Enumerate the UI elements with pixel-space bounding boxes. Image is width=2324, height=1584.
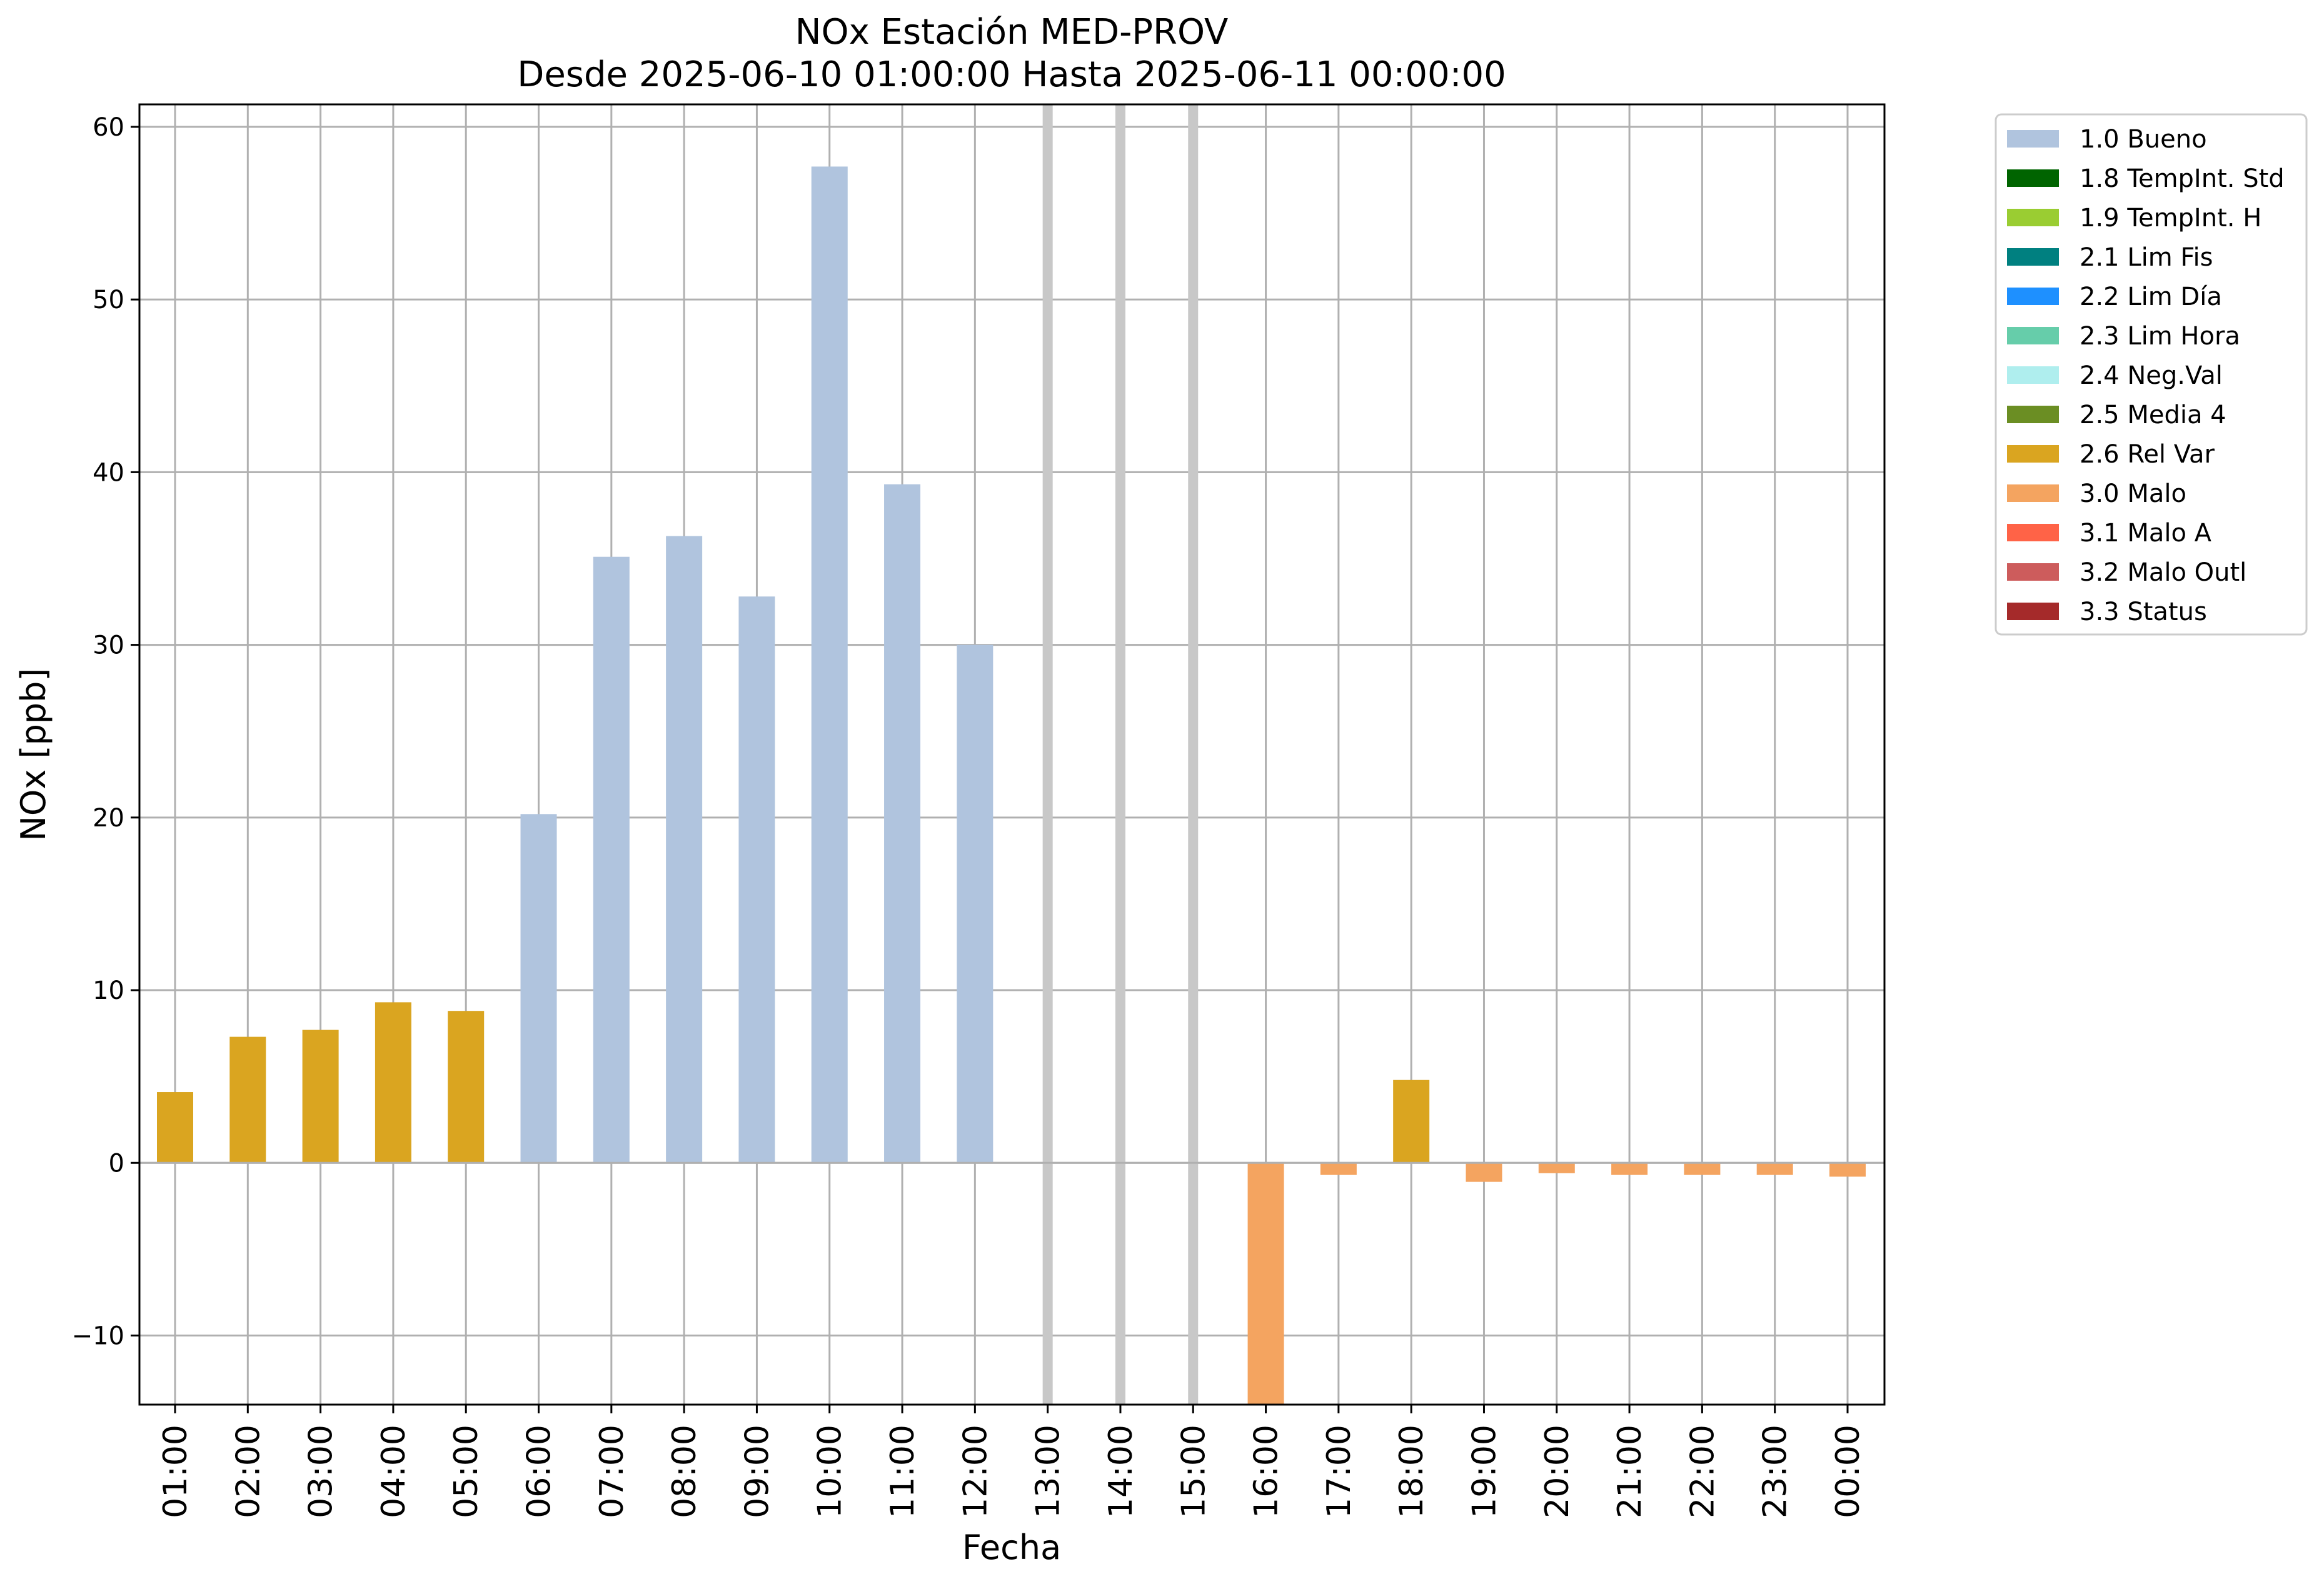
legend-swatch — [2007, 524, 2059, 541]
x-tick-label: 23:00 — [1757, 1425, 1794, 1518]
y-tick-label: 10 — [93, 976, 124, 1005]
legend-items: 1.0 Bueno 1.8 TempInt. Std 1.9 TempInt. H 2… — [2007, 125, 2285, 626]
bar-11:00 — [884, 484, 921, 1163]
x-tick-label: 08:00 — [666, 1425, 703, 1518]
legend-label: 2.6 Rel Var — [2080, 440, 2215, 469]
x-tick-label: 20:00 — [1539, 1425, 1576, 1518]
bar-18:00 — [1393, 1080, 1430, 1163]
bar-08:00 — [666, 536, 703, 1163]
y-tick-label: 50 — [93, 286, 124, 314]
x-tick-label: 16:00 — [1248, 1425, 1285, 1518]
x-tick-label: 04:00 — [375, 1425, 413, 1518]
legend: 1.0 Bueno 1.8 TempInt. Std 1.9 TempInt. H 2… — [1995, 113, 2308, 636]
legend-label: 1.8 TempInt. Std — [2080, 164, 2285, 193]
x-tick-label: 00:00 — [1829, 1425, 1867, 1518]
y-tick-label: −10 — [72, 1322, 124, 1351]
bars — [157, 166, 1866, 1405]
legend-label: 1.9 TempInt. H — [2080, 204, 2261, 233]
x-tick-label: 09:00 — [738, 1425, 776, 1518]
x-tick-label: 14:00 — [1102, 1425, 1140, 1518]
legend-label: 2.2 Lim Día — [2080, 283, 2222, 311]
bar-10:00 — [811, 166, 848, 1163]
legend-label: 3.2 Malo Outl — [2080, 558, 2246, 587]
legend-swatch — [2007, 327, 2059, 344]
x-tick-label: 10:00 — [812, 1425, 849, 1518]
legend-label: 2.1 Lim Fis — [2080, 243, 2213, 272]
y-tick-label: 20 — [93, 804, 124, 833]
y-tick-label: 0 — [109, 1149, 124, 1178]
legend-label: 2.5 Media 4 — [2080, 401, 2226, 429]
bar-09:00 — [738, 596, 775, 1163]
x-tick-label: 01:00 — [157, 1425, 194, 1518]
bar-03:00 — [302, 1030, 339, 1163]
legend-swatch — [2007, 248, 2059, 266]
bar-17:00 — [1320, 1163, 1357, 1175]
x-tick-label: 12:00 — [957, 1425, 994, 1518]
bar-20:00 — [1538, 1163, 1575, 1173]
y-axis-ticks: −10 0 10 20 30 40 50 60 — [72, 113, 139, 1351]
x-tick-label: 19:00 — [1466, 1425, 1503, 1518]
legend-swatch — [2007, 406, 2059, 423]
legend-swatch — [2007, 603, 2059, 620]
bar-06:00 — [520, 814, 557, 1163]
y-tick-label: 60 — [93, 113, 124, 142]
legend-label: 3.1 Malo A — [2080, 519, 2212, 548]
x-tick-label: 07:00 — [593, 1425, 631, 1518]
chart-title-line2: Desde 2025-06-10 01:00:00 Hasta 2025-06-… — [517, 54, 1506, 95]
legend-swatch — [2007, 169, 2059, 187]
x-tick-label: 02:00 — [229, 1425, 267, 1518]
bar-01:00 — [157, 1092, 193, 1163]
chart-title-line1: NOx Estación MED-PROV — [795, 12, 1229, 53]
x-tick-label: 13:00 — [1030, 1425, 1067, 1518]
grid-lines — [139, 104, 1884, 1405]
bar-00:00 — [1829, 1163, 1866, 1177]
x-tick-label: 11:00 — [884, 1425, 922, 1518]
bar-19:00 — [1466, 1163, 1502, 1182]
x-tick-label: 03:00 — [303, 1425, 340, 1518]
y-tick-label: 30 — [93, 631, 124, 660]
legend-label: 2.3 Lim Hora — [2080, 322, 2240, 351]
bar-12:00 — [957, 644, 993, 1163]
legend-swatch — [2007, 366, 2059, 384]
missing-data-markers — [1042, 104, 1199, 1405]
missing-data-marker — [1188, 104, 1199, 1405]
y-axis-label: NOx [ppb] — [14, 668, 53, 841]
legend-label: 1.0 Bueno — [2080, 125, 2207, 154]
x-tick-label: 05:00 — [448, 1425, 485, 1518]
x-axis-label: Fecha — [962, 1528, 1061, 1567]
legend-swatch — [2007, 130, 2059, 148]
legend-swatch — [2007, 563, 2059, 581]
legend-swatch — [2007, 484, 2059, 502]
x-tick-label: 06:00 — [521, 1425, 558, 1518]
legend-swatch — [2007, 288, 2059, 305]
plot-area-frame — [138, 103, 1886, 1406]
bar-04:00 — [375, 1002, 411, 1163]
y-tick-label: 40 — [93, 458, 124, 487]
bar-07:00 — [593, 556, 630, 1163]
legend-swatch — [2007, 445, 2059, 463]
legend-swatch — [2007, 209, 2059, 226]
missing-data-marker — [1042, 104, 1053, 1405]
bar-21:00 — [1611, 1163, 1648, 1175]
bar-22:00 — [1684, 1163, 1721, 1175]
legend-label: 3.3 Status — [2080, 598, 2207, 626]
x-axis-ticks: 01:00 02:00 03:00 04:00 05:00 06:00 07:00 08:00… — [157, 1405, 1867, 1518]
bar-16:00 — [1247, 1163, 1284, 1405]
x-tick-label: 21:00 — [1611, 1425, 1649, 1518]
bar-05:00 — [448, 1011, 485, 1163]
x-tick-label: 17:00 — [1320, 1425, 1358, 1518]
bar-23:00 — [1756, 1163, 1793, 1175]
x-tick-label: 22:00 — [1684, 1425, 1721, 1518]
x-tick-label: 15:00 — [1175, 1425, 1212, 1518]
bar-02:00 — [229, 1036, 266, 1163]
missing-data-marker — [1115, 104, 1125, 1405]
legend-frame — [1995, 113, 2308, 636]
legend-label: 3.0 Malo — [2080, 479, 2186, 508]
legend-label: 2.4 Neg.Val — [2080, 361, 2223, 390]
x-tick-label: 18:00 — [1393, 1425, 1431, 1518]
